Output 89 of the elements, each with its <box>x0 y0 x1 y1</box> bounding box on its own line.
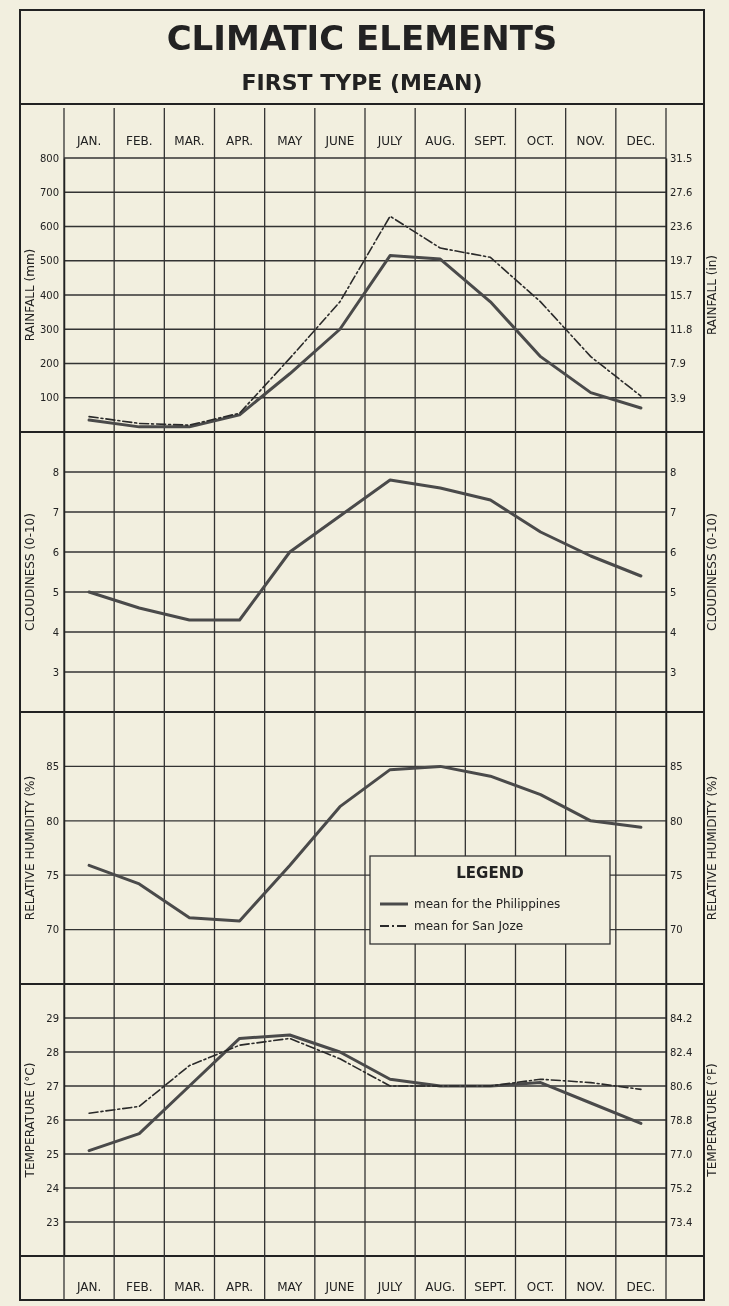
y2-tick-label: 8 <box>670 466 677 478</box>
x-tick-label: JAN. <box>75 1279 102 1294</box>
y-axis-title: RELATIVE HUMIDITY (%) <box>23 775 37 921</box>
x-tick-label: JUNE <box>324 133 355 148</box>
x-tick-label: APR. <box>226 1279 254 1294</box>
chart-subtitle: FIRST TYPE (MEAN) <box>241 70 483 95</box>
x-tick-label: NOV. <box>576 1279 606 1294</box>
x-tick-label: MAR. <box>174 133 205 148</box>
y2-tick-label: 19.7 <box>670 255 693 267</box>
y-tick-label: 29 <box>46 1012 59 1024</box>
y2-tick-label: 23.6 <box>670 221 693 233</box>
y2-tick-label: 82.4 <box>670 1046 693 1058</box>
y-tick-label: 200 <box>39 358 59 370</box>
y2-axis-title: RELATIVE HUMIDITY (%) <box>705 775 719 921</box>
y2-tick-label: 77.0 <box>670 1148 693 1160</box>
x-tick-label: MAY <box>277 133 303 148</box>
y-tick-label: 8 <box>52 466 59 478</box>
x-tick-label: NOV. <box>576 133 606 148</box>
y2-tick-label: 80 <box>670 815 683 827</box>
y-tick-label: 26 <box>46 1114 59 1126</box>
y-tick-label: 400 <box>39 289 59 301</box>
y-tick-label: 27 <box>46 1080 59 1092</box>
y2-tick-label: 5 <box>670 586 677 598</box>
legend-label: mean for the Philippines <box>414 896 561 911</box>
x-tick-label: OCT. <box>526 1279 555 1294</box>
x-tick-label: APR. <box>226 133 254 148</box>
y-tick-label: 70 <box>46 924 59 936</box>
x-tick-label: DEC. <box>626 133 656 148</box>
y2-tick-label: 84.2 <box>670 1012 693 1024</box>
y-tick-label: 500 <box>39 255 59 267</box>
x-tick-label: SEPT. <box>474 133 507 148</box>
y-tick-label: 6 <box>52 546 59 558</box>
y2-tick-label: 27.6 <box>670 186 693 198</box>
x-tick-label: JULY <box>376 1279 404 1294</box>
y-tick-label: 25 <box>46 1148 59 1160</box>
y-axis-title: RAINFALL (mm) <box>23 248 37 342</box>
x-tick-label: OCT. <box>526 133 555 148</box>
y2-tick-label: 11.8 <box>670 324 693 336</box>
y2-tick-label: 4 <box>670 626 677 638</box>
y-axis-title: TEMPERATURE (°C) <box>23 1062 37 1179</box>
y2-tick-label: 6 <box>670 546 677 558</box>
y-tick-label: 80 <box>46 815 59 827</box>
x-tick-label: AUG. <box>425 133 456 148</box>
y2-tick-label: 7 <box>670 506 677 518</box>
y2-tick-label: 31.5 <box>670 152 693 164</box>
y-tick-label: 7 <box>52 506 59 518</box>
y2-axis-title: TEMPERATURE (°F) <box>705 1063 719 1178</box>
x-tick-label: FEB. <box>125 1279 153 1294</box>
y-tick-label: 85 <box>46 761 59 773</box>
y-tick-label: 28 <box>46 1046 59 1058</box>
x-tick-label: AUG. <box>425 1279 456 1294</box>
x-tick-label: MAR. <box>174 1279 205 1294</box>
y2-tick-label: 75.2 <box>670 1182 693 1194</box>
y-tick-label: 3 <box>52 666 59 678</box>
y2-tick-label: 78.8 <box>670 1114 693 1126</box>
x-tick-label: MAY <box>277 1279 303 1294</box>
x-tick-label: JUNE <box>324 1279 355 1294</box>
y-tick-label: 800 <box>39 152 59 164</box>
line-series <box>87 254 643 429</box>
x-tick-label: FEB. <box>125 133 153 148</box>
x-tick-label: JULY <box>376 133 404 148</box>
line-series <box>87 478 643 622</box>
y2-tick-label: 3.9 <box>670 392 686 404</box>
y2-axis-title: RAINFALL (in) <box>705 254 719 336</box>
y-axis-title: CLOUDINESS (0-10) <box>23 513 37 631</box>
y-tick-label: 75 <box>46 869 59 881</box>
y-tick-label: 100 <box>39 392 59 404</box>
x-tick-label: DEC. <box>626 1279 656 1294</box>
y-tick-label: 5 <box>52 586 59 598</box>
x-tick-label: SEPT. <box>474 1279 507 1294</box>
y2-tick-label: 15.7 <box>670 290 693 302</box>
legend-title: LEGEND <box>456 864 524 882</box>
y-tick-label: 300 <box>39 323 59 335</box>
y2-axis-title: CLOUDINESS (0-10) <box>705 513 719 631</box>
y2-tick-label: 7.9 <box>670 357 686 369</box>
y-tick-label: 600 <box>39 221 59 233</box>
y2-tick-label: 85 <box>670 761 683 773</box>
y2-tick-label: 3 <box>670 666 677 678</box>
y2-tick-label: 70 <box>670 924 683 936</box>
y2-tick-label: 73.4 <box>670 1216 693 1228</box>
legend-label: mean for San Joze <box>414 918 524 933</box>
y2-tick-label: 75 <box>670 869 683 881</box>
chart-title: CLIMATIC ELEMENTS <box>166 18 558 58</box>
y2-tick-label: 80.6 <box>670 1080 693 1092</box>
x-tick-label: JAN. <box>75 133 102 148</box>
y-tick-label: 24 <box>46 1182 59 1194</box>
y-tick-label: 4 <box>52 626 59 638</box>
y-tick-label: 700 <box>39 186 59 198</box>
y-tick-label: 23 <box>46 1216 59 1228</box>
